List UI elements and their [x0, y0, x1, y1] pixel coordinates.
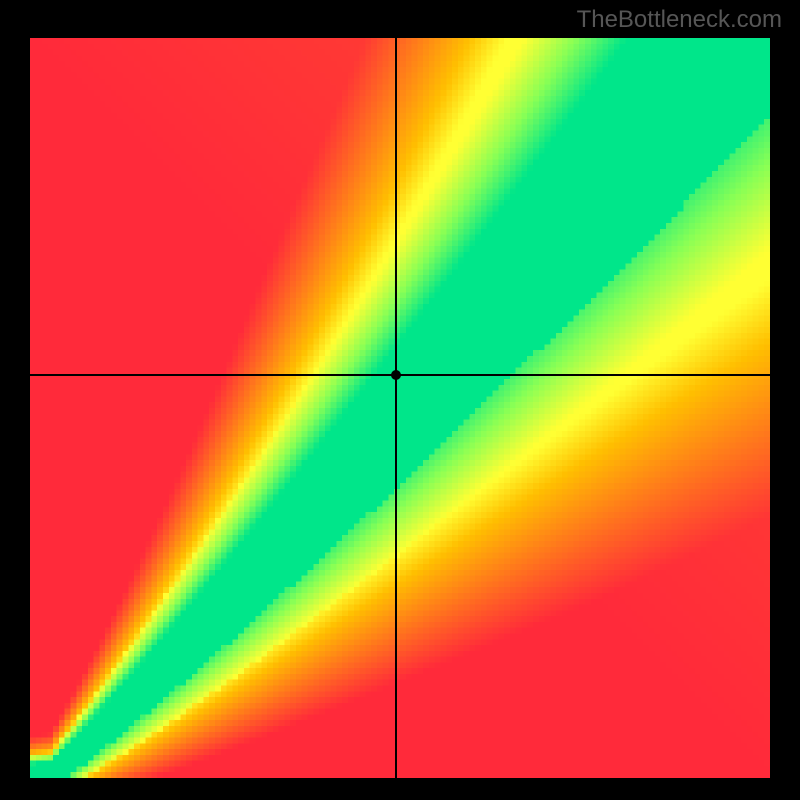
crosshair-vertical	[395, 38, 397, 778]
selection-marker	[391, 370, 401, 380]
bottleneck-heatmap	[30, 38, 770, 778]
watermark-text: TheBottleneck.com	[577, 6, 782, 34]
chart-container: { "watermark": { "text": "TheBottleneck.…	[0, 0, 800, 800]
